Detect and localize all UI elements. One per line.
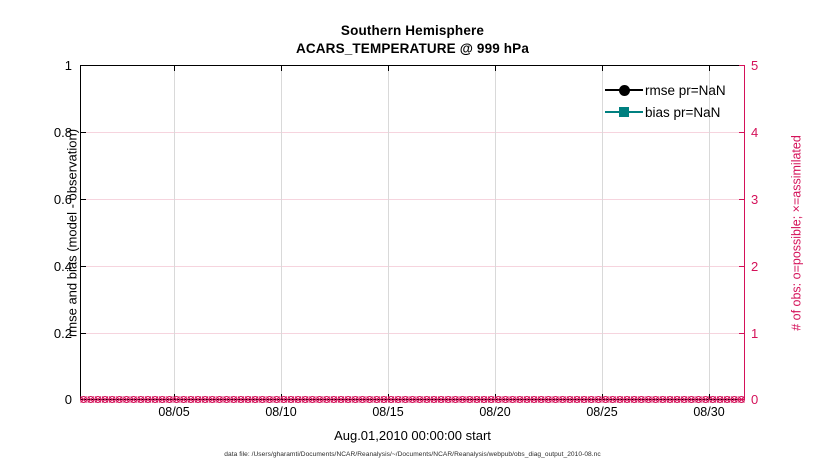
x-axis-title: Aug.01,2010 00:00:00 start	[334, 428, 491, 443]
ytick-label-right-0: 0	[751, 392, 759, 407]
ytick-left-0.2	[80, 333, 86, 334]
legend-marker-bias	[605, 104, 643, 120]
gridline-x-08-05	[174, 65, 175, 400]
xtick-top-08-15	[388, 65, 389, 71]
ytick-label-left-0.4: 0.4	[53, 259, 72, 274]
xtick-08-20	[495, 394, 496, 400]
chart-legend: rmse pr=NaN bias pr=NaN	[605, 79, 745, 123]
ytick-label-left-0: 0	[64, 392, 72, 407]
data-file-caption: data file: /Users/gharamti/Documents/NCA…	[224, 451, 601, 458]
gridline-x-08-10	[281, 65, 282, 400]
chart-title-block: Southern Hemisphere ACARS_TEMPERATURE @ …	[80, 22, 745, 58]
y-axis-left-title: rmse and bias (model - observation)	[64, 128, 80, 337]
xtick-label-08-05: 08/05	[158, 405, 190, 419]
legend-entry-rmse[interactable]: rmse pr=NaN	[605, 79, 745, 101]
ytick-label-right-2: 2	[751, 259, 759, 274]
ytick-label-left-0.2: 0.2	[53, 326, 72, 341]
xtick-top-08-30	[709, 65, 710, 71]
legend-entry-bias[interactable]: bias pr=NaN	[605, 101, 745, 123]
gridline-x-08-15	[388, 65, 389, 400]
chart-title: Southern Hemisphere	[340, 23, 485, 38]
xtick-label-08-20: 08/20	[479, 405, 511, 419]
ytick-right-3	[739, 199, 745, 201]
ytick-label-right-1: 1	[751, 326, 759, 341]
ytick-left-0.6	[80, 199, 86, 200]
gridline-y-0.6	[80, 199, 745, 200]
ytick-left-0.4	[80, 266, 86, 267]
ytick-right-5	[739, 65, 745, 67]
ytick-label-left-0.6: 0.6	[53, 192, 72, 207]
xtick-label-08-10: 08/10	[265, 405, 297, 419]
ytick-right-1	[739, 333, 745, 335]
ytick-label-left-1: 1	[64, 58, 72, 73]
legend-label-bias: bias pr=NaN	[645, 104, 721, 120]
axis-spine-top	[80, 65, 745, 66]
gridline-y-0.4	[80, 266, 745, 267]
axis-spine-left	[80, 65, 81, 400]
y-axis-right-title: # of obs: o=possible; ×=assimilated	[790, 134, 804, 331]
xtick-top-08-05	[174, 65, 175, 71]
gridline-y-0.2	[80, 333, 745, 334]
ytick-label-right-4: 4	[751, 125, 759, 140]
xtick-08-10	[281, 394, 282, 400]
xtick-top-08-10	[281, 65, 282, 71]
xtick-top-08-20	[495, 65, 496, 71]
ytick-left-0	[80, 399, 86, 400]
ytick-right-0	[739, 399, 745, 401]
xtick-top-08-25	[602, 65, 603, 71]
gridline-x-08-30	[709, 65, 710, 400]
xtick-label-08-25: 08/25	[586, 405, 618, 419]
chart-subtitle: ACARS_TEMPERATURE @ 999 hPa	[295, 41, 529, 57]
legend-marker-rmse	[605, 82, 643, 98]
ytick-left-0.8	[80, 132, 86, 133]
ytick-right-4	[739, 132, 745, 134]
xtick-08-25	[602, 394, 603, 400]
gridline-y-0.8	[80, 132, 745, 133]
ytick-label-right-5: 5	[751, 58, 759, 73]
xtick-label-08-15: 08/15	[372, 405, 404, 419]
xtick-08-30	[709, 394, 710, 400]
plot-area: rmse pr=NaN bias pr=NaN rmse and bias (m…	[65, 65, 804, 404]
gridline-x-08-20	[495, 65, 496, 400]
xtick-08-15	[388, 394, 389, 400]
gridline-x-08-25	[602, 65, 603, 400]
xtick-08-05	[174, 394, 175, 400]
legend-label-rmse: rmse pr=NaN	[645, 82, 726, 98]
ytick-left-1	[80, 65, 86, 66]
axis-spine-bottom	[80, 399, 745, 400]
axis-spine-right	[743, 65, 745, 400]
ytick-label-left-0.8: 0.8	[53, 125, 72, 140]
ytick-right-2	[739, 266, 745, 268]
ytick-label-right-3: 3	[751, 192, 759, 207]
xtick-label-08-30: 08/30	[693, 405, 725, 419]
